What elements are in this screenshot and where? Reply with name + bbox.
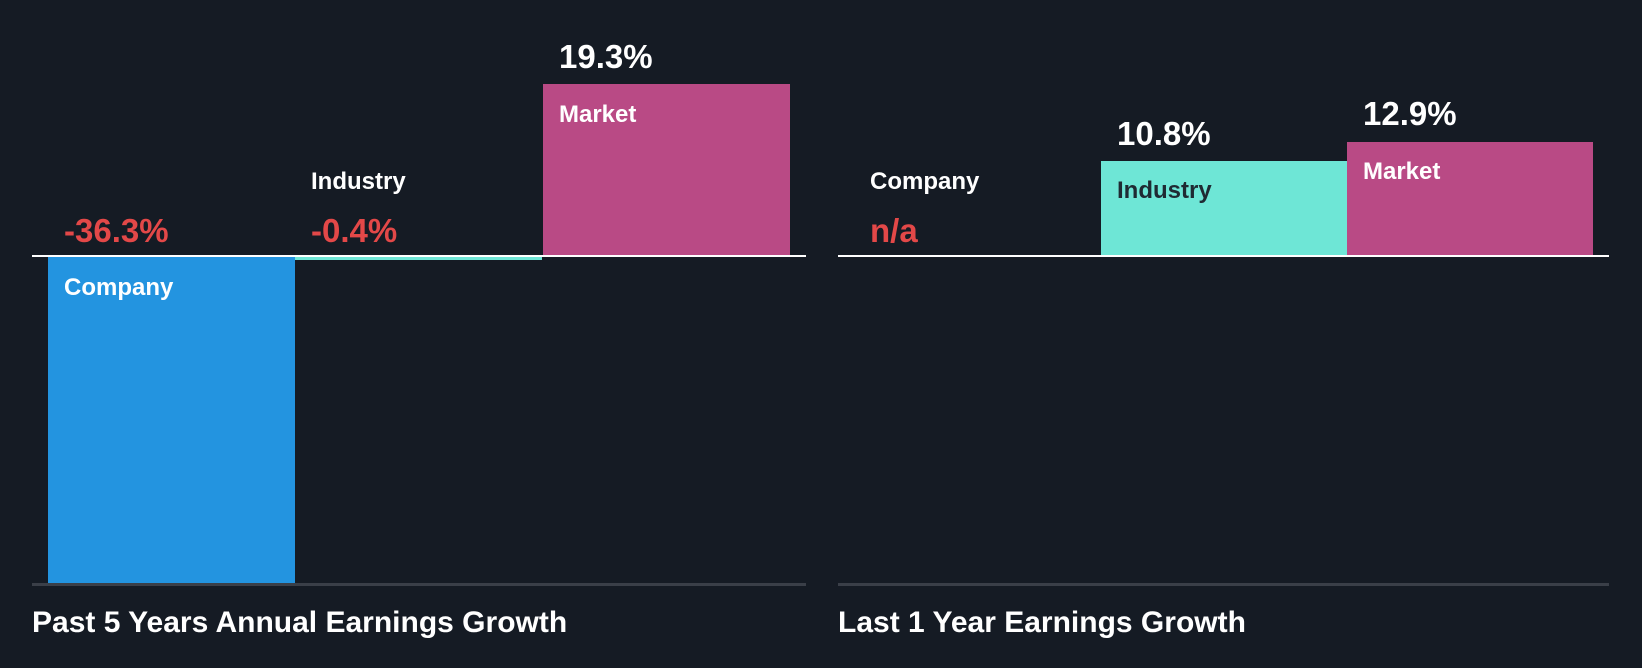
last-1-year-chart: Company n/a Industry 10.8% Market 12.9% … [821, 0, 1642, 668]
past-5-years-chart: Company -36.3% Industry -0.4% Market 19.… [32, 38, 806, 639]
company-value-label: n/a [870, 212, 918, 249]
industry-value-label: 10.8% [1117, 115, 1211, 152]
zero-baseline [32, 255, 806, 257]
market-bar-label: Market [559, 101, 637, 128]
bottom-axis [838, 583, 1609, 586]
bottom-axis [32, 583, 806, 586]
industry-value-label: -0.4% [311, 212, 398, 249]
company-bar-label: Company [870, 168, 980, 195]
market-bar [543, 84, 790, 256]
industry-bar-label: Industry [311, 168, 406, 195]
industry-bar-label: Industry [1117, 177, 1212, 204]
company-value-label: -36.3% [64, 212, 169, 249]
market-value-label: 12.9% [1363, 95, 1457, 132]
market-bar [1347, 142, 1593, 256]
market-value-label: 19.3% [559, 38, 653, 75]
zero-baseline [838, 255, 1609, 257]
company-bar-label: Company [64, 274, 174, 301]
panel-title: Last 1 Year Earnings Growth [838, 606, 1246, 639]
industry-bar [295, 256, 542, 260]
industry-bar [1101, 161, 1347, 256]
panel-title: Past 5 Years Annual Earnings Growth [32, 606, 568, 639]
market-bar-label: Market [1363, 158, 1441, 185]
company-bar [48, 256, 295, 583]
